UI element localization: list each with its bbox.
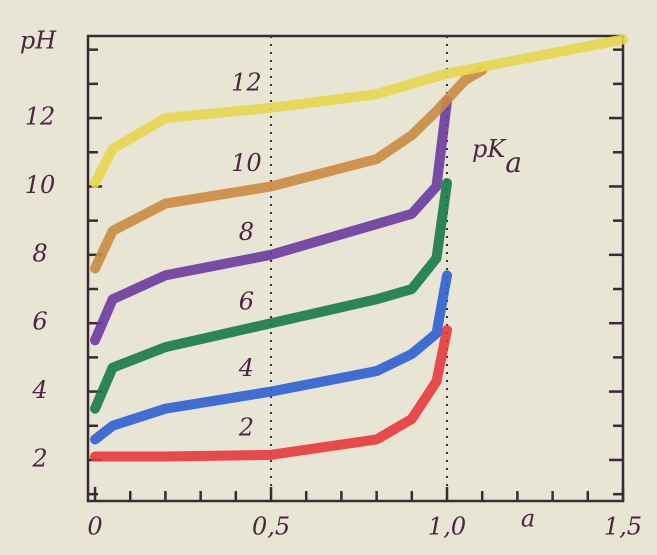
series-label: 8 bbox=[239, 218, 254, 246]
x-axis-label: a bbox=[521, 505, 535, 533]
x-tick-label: 0 bbox=[87, 513, 102, 541]
chart: pH a pKa 2468101200,51,01,524681012 bbox=[0, 0, 657, 555]
x-tick-label: 1,5 bbox=[604, 513, 642, 541]
y-tick-label: 2 bbox=[31, 444, 47, 472]
series-label: 6 bbox=[239, 287, 254, 315]
y-axis-label: pH bbox=[20, 27, 57, 55]
y-tick-label: 12 bbox=[25, 103, 56, 131]
y-tick-label: 10 bbox=[25, 171, 56, 199]
y-tick-label: 6 bbox=[32, 308, 47, 336]
annotation-sub: a bbox=[505, 146, 522, 179]
y-tick-label: 8 bbox=[32, 239, 47, 267]
series-label: 12 bbox=[231, 69, 262, 97]
x-tick-label: 1,0 bbox=[428, 513, 466, 541]
annotation-main: pK bbox=[472, 135, 507, 163]
y-tick-label: 4 bbox=[31, 376, 47, 404]
series-label: 2 bbox=[238, 414, 254, 442]
paper bbox=[0, 0, 657, 555]
x-tick-label: 0,5 bbox=[252, 513, 290, 541]
series-label: 10 bbox=[231, 149, 262, 177]
series-label: 4 bbox=[238, 354, 254, 382]
